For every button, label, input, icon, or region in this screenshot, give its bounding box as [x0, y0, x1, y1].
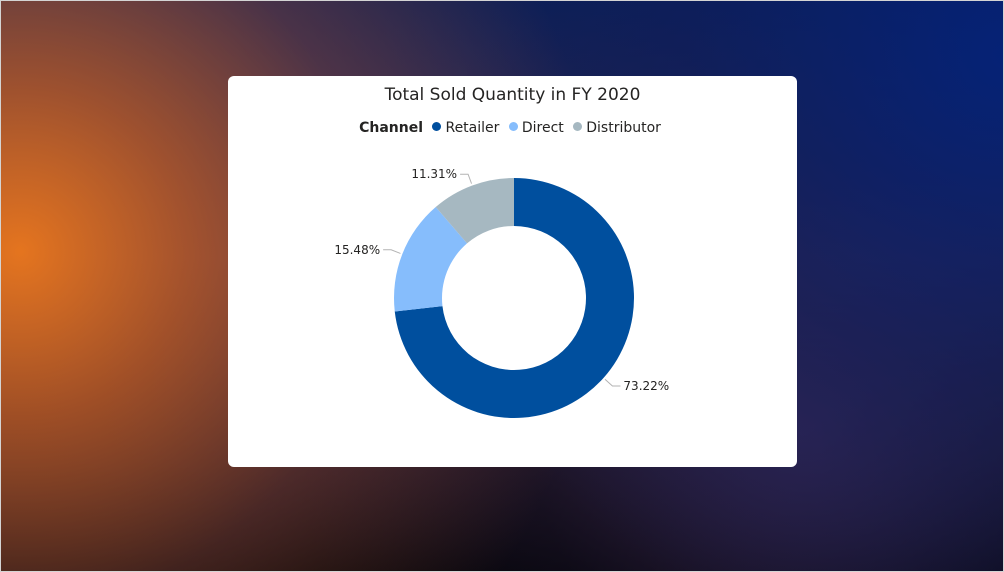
legend-label-retailer: Retailer: [445, 120, 500, 136]
donut-chart: 73.22% 15.48% 11.31%: [334, 167, 669, 419]
legend-dot-direct: [508, 122, 518, 131]
legend-label-direct: Direct: [521, 120, 564, 136]
data-label-retailer: 73.22%: [623, 379, 669, 393]
legend: Channel Retailer Direct Distributor: [228, 120, 797, 136]
leader-line-direct: [383, 249, 401, 254]
chart-card: Total Sold Quantity in FY 2020 Channel R…: [228, 76, 797, 467]
leader-line-distributor: [460, 173, 473, 184]
slice-distributor[interactable]: [435, 178, 514, 244]
legend-title: Channel: [359, 120, 424, 136]
legend-item-retailer[interactable]: Retailer: [432, 120, 499, 136]
data-label-distributor: 11.31%: [411, 167, 457, 181]
legend-dot-retailer: [432, 122, 442, 131]
legend-item-direct[interactable]: Direct: [508, 120, 564, 136]
data-label-direct: 15.48%: [334, 243, 380, 257]
leader-line-retailer: [604, 378, 621, 387]
slice-retailer[interactable]: [394, 178, 634, 419]
legend-dot-distributor: [573, 122, 583, 131]
slice-direct[interactable]: [394, 207, 468, 312]
legend-label-distributor: Distributor: [586, 120, 661, 136]
legend-item-distributor[interactable]: Distributor: [573, 120, 661, 136]
chart-title: Total Sold Quantity in FY 2020: [384, 85, 641, 105]
